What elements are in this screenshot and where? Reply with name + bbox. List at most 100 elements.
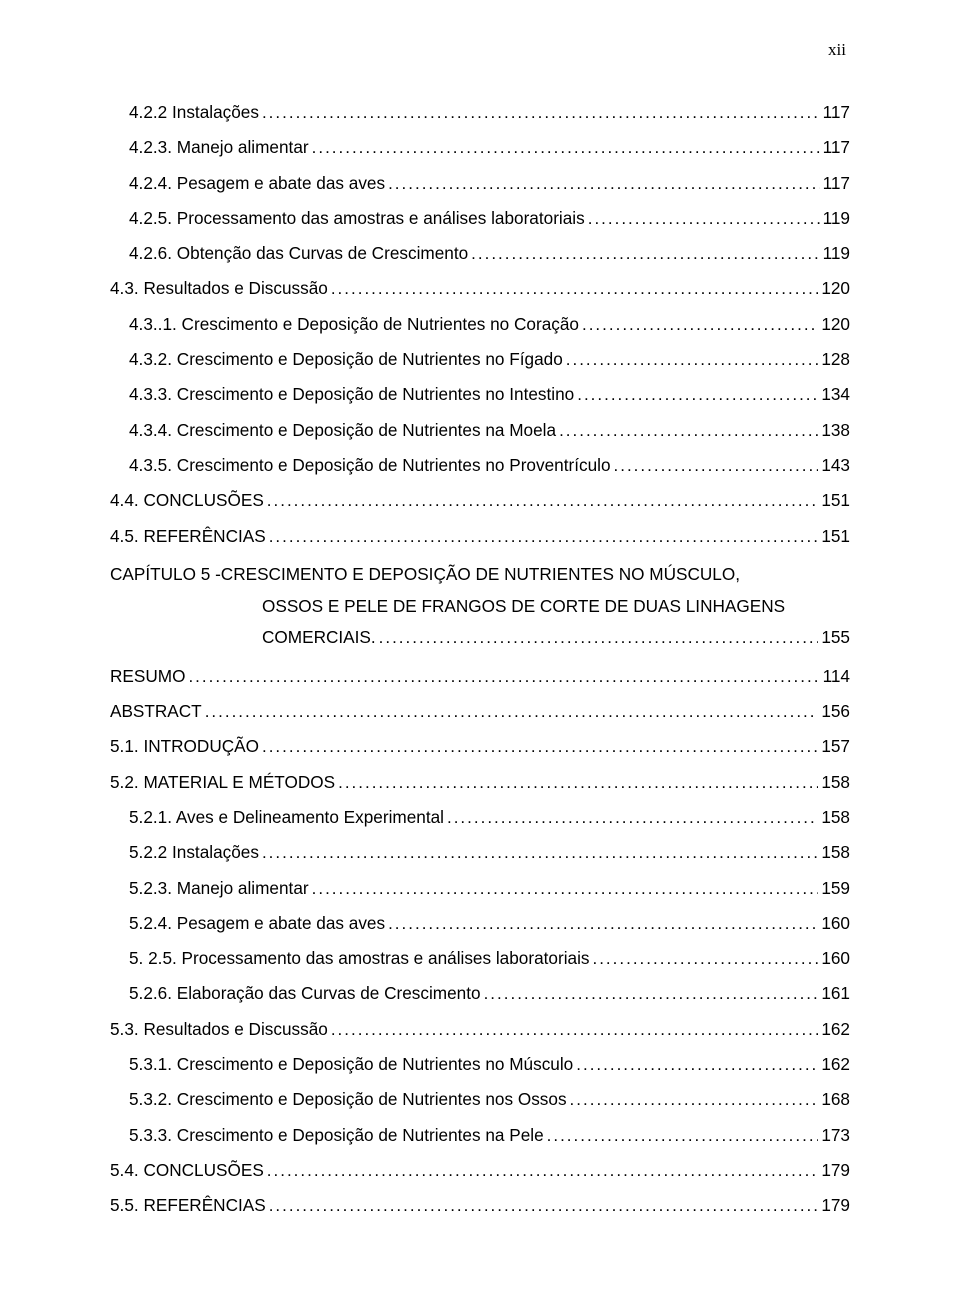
toc-entry-page: 134	[818, 382, 850, 408]
toc-section-2: RESUMO 114 ABSTRACT156 5.1. INTRODUÇÃO157 5.…	[110, 664, 850, 1219]
toc-entry-page: 158	[818, 805, 850, 831]
toc-entry-label: 4.2.2 Instalações	[129, 100, 262, 126]
toc-entry-label: 5. 2.5. Processamento das amostras e aná…	[129, 946, 592, 972]
chapter-line-3-dots	[379, 622, 819, 653]
toc-entry-page: 120	[818, 312, 850, 338]
toc-entry-page: 143	[818, 453, 850, 479]
chapter-line-2: OSSOS E PELE DE FRANGOS DE CORTE DE DUAS…	[110, 591, 850, 623]
toc-entry-label: 4.2.6. Obtenção das Curvas de Cresciment…	[129, 241, 471, 267]
toc-entry: 4.3.4. Crescimento e Deposição de Nutrie…	[110, 418, 850, 444]
toc-entry-label: 5.2.4. Pesagem e abate das aves	[129, 911, 388, 937]
toc-entry-page: 120	[818, 276, 850, 302]
toc-entry: 5.3.2. Crescimento e Deposição de Nutrie…	[110, 1087, 850, 1113]
toc-entry: 4.2.2 Instalações 117	[110, 100, 850, 126]
toc-entry-label: 5.3.1. Crescimento e Deposição de Nutrie…	[129, 1052, 576, 1078]
toc-entry-dots	[570, 1087, 819, 1113]
toc-entry: 4.5. REFERÊNCIAS151	[110, 524, 850, 550]
toc-entry-dots	[588, 206, 820, 232]
toc-entry-dots	[269, 524, 819, 550]
toc-entry-page: 179	[818, 1158, 850, 1184]
toc-entry-page: 173	[818, 1123, 850, 1149]
toc-entry-label: 5.3.2. Crescimento e Deposição de Nutrie…	[129, 1087, 570, 1113]
toc-entry-dots	[205, 699, 819, 725]
toc-entry-label: 4.2.4. Pesagem e abate das aves	[129, 171, 388, 197]
toc-entry-page: 157	[818, 734, 850, 760]
toc-entry-dots	[447, 805, 818, 831]
toc-entry-label: 4.3. Resultados e Discussão	[110, 276, 331, 302]
toc-entry: 5.5. REFERÊNCIAS 179	[110, 1193, 850, 1219]
toc-entry-dots	[312, 135, 820, 161]
toc-entry-label: 5.2.1. Aves e Delineamento Experimental	[129, 805, 447, 831]
toc-entry-page: 159	[818, 876, 850, 902]
toc-entry-page: 128	[818, 347, 850, 373]
toc-entry: 5.4. CONCLUSÕES 179	[110, 1158, 850, 1184]
toc-entry-dots	[262, 100, 820, 126]
toc-entry-page: 117	[820, 100, 850, 126]
toc-entry-page: 162	[818, 1052, 850, 1078]
toc-entry-page: 156	[818, 699, 850, 725]
toc-entry: RESUMO 114	[110, 664, 850, 690]
toc-entry-page: 179	[818, 1193, 850, 1219]
toc-entry: 5.2.3. Manejo alimentar 159	[110, 876, 850, 902]
toc-entry-page: 119	[820, 206, 850, 232]
toc-entry: 5.2.4. Pesagem e abate das aves 160	[110, 911, 850, 937]
toc-entry-page: 160	[818, 911, 850, 937]
toc-entry-dots	[484, 981, 819, 1007]
chapter-line-3-page: 155	[818, 622, 850, 654]
toc-entry-label: 4.2.5. Processamento das amostras e anál…	[129, 206, 588, 232]
toc-entry: 5.1. INTRODUÇÃO157	[110, 734, 850, 760]
toc-entry-dots	[267, 1158, 819, 1184]
toc-entry-label: 5.2. MATERIAL E MÉTODOS	[110, 770, 338, 796]
toc-entry-page: 114	[820, 664, 850, 690]
toc-entry-label: 5.5. REFERÊNCIAS	[110, 1193, 269, 1219]
toc-entry-dots	[614, 453, 819, 479]
toc-entry-page: 158	[818, 840, 850, 866]
chapter-5-heading: CAPÍTULO 5 -CRESCIMENTO E DEPOSIÇÃO DE N…	[110, 559, 850, 654]
chapter-line-3: COMERCIAIS. 155	[110, 622, 850, 654]
toc-entry-page: 117	[820, 135, 850, 161]
toc-entry-label: 5.2.6. Elaboração das Curvas de Crescime…	[129, 981, 484, 1007]
toc-entry-label: 5.2.3. Manejo alimentar	[129, 876, 312, 902]
chapter-line-3-label: COMERCIAIS.	[262, 622, 379, 654]
toc-entry: 5.2.6. Elaboração das Curvas de Crescime…	[110, 981, 850, 1007]
toc-entry: 4.3.3. Crescimento e Deposição de Nutrie…	[110, 382, 850, 408]
toc-entry-page: 162	[818, 1017, 850, 1043]
toc-entry-page: 160	[818, 946, 850, 972]
toc-entry: ABSTRACT156	[110, 699, 850, 725]
toc-entry-label: 4.3.4. Crescimento e Deposição de Nutrie…	[129, 418, 559, 444]
toc-entry-label: 4.3..1. Crescimento e Deposição de Nutri…	[129, 312, 582, 338]
toc-entry-label: 5.3. Resultados e Discussão	[110, 1017, 331, 1043]
toc-entry-dots	[388, 911, 818, 937]
toc-entry-label: RESUMO	[110, 664, 188, 690]
toc-entry: 4.2.3. Manejo alimentar 117	[110, 135, 850, 161]
toc-entry: 4.2.6. Obtenção das Curvas de Cresciment…	[110, 241, 850, 267]
toc-entry-dots	[267, 488, 819, 514]
toc-entry-page: 151	[818, 488, 850, 514]
toc-entry-label: 5.3.3. Crescimento e Deposição de Nutrie…	[129, 1123, 547, 1149]
toc-entry-dots	[269, 1193, 819, 1219]
toc-entry-dots	[262, 734, 818, 760]
toc-entry-label: 4.2.3. Manejo alimentar	[129, 135, 312, 161]
toc-entry: 4.3.2. Crescimento e Deposição de Nutrie…	[110, 347, 850, 373]
toc-entry-dots	[577, 382, 818, 408]
toc-entry-page: 158	[818, 770, 850, 796]
toc-entry: 5.2. MATERIAL E MÉTODOS 158	[110, 770, 850, 796]
chapter-line-1: CAPÍTULO 5 -CRESCIMENTO E DEPOSIÇÃO DE N…	[110, 559, 850, 591]
toc-entry-dots	[471, 241, 819, 267]
toc-entry: 4.2.5. Processamento das amostras e anál…	[110, 206, 850, 232]
toc-entry-dots	[331, 1017, 818, 1043]
toc-entry: 5.2.1. Aves e Delineamento Experimental 1…	[110, 805, 850, 831]
toc-entry-dots	[547, 1123, 819, 1149]
toc-entry-dots	[262, 840, 818, 866]
toc-entry-dots	[559, 418, 818, 444]
toc-entry-dots	[566, 347, 819, 373]
toc-entry-page: 151	[818, 524, 850, 550]
toc-entry-page: 117	[820, 171, 850, 197]
toc-entry-page: 168	[818, 1087, 850, 1113]
toc-entry-dots	[338, 770, 818, 796]
toc-entry-label: 5.4. CONCLUSÕES	[110, 1158, 267, 1184]
toc-entry-dots	[331, 276, 818, 302]
toc-entry-dots	[576, 1052, 818, 1078]
toc-entry-page: 119	[820, 241, 850, 267]
toc-entry-page: 161	[818, 981, 850, 1007]
